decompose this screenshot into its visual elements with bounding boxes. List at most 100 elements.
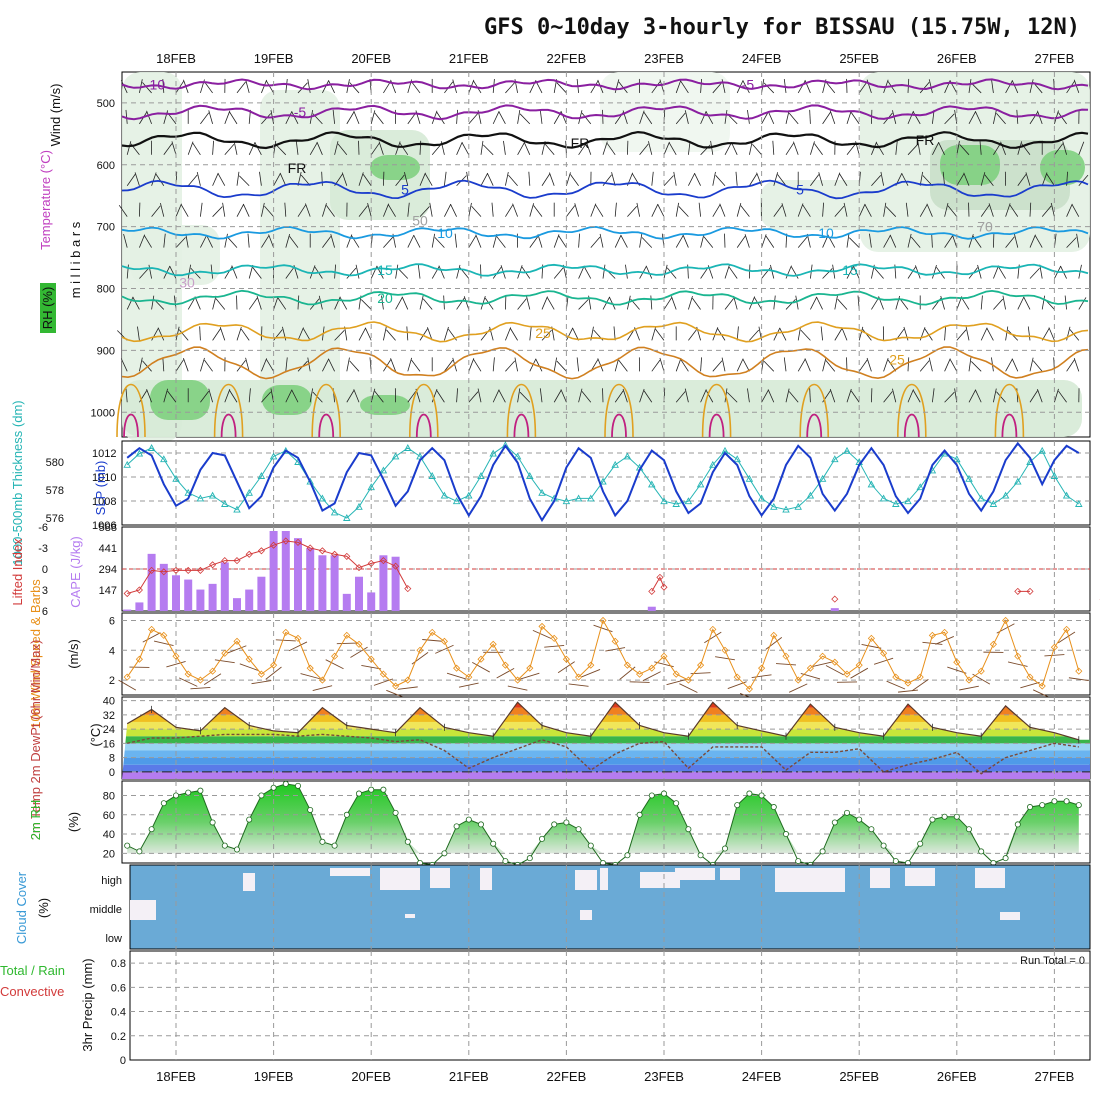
- wind-barb: [355, 264, 360, 279]
- thickness-point: [843, 446, 851, 454]
- wind-barb: [1029, 202, 1032, 217]
- wind-barb: [553, 234, 560, 248]
- wind-barb: [157, 327, 165, 341]
- cape-bar: [830, 608, 839, 611]
- wind-barb: [907, 266, 916, 279]
- thickness-slp-panel: 580 578 576 1012 1010 1008 1006 1000-500mb Thi…: [10, 400, 1091, 566]
- date-label-top: 24FEB: [742, 51, 782, 66]
- wind-barb: [578, 142, 587, 156]
- wind-barb: [505, 327, 512, 341]
- wind-speed-point: [379, 670, 387, 678]
- thickness-slp-ticks: 580 578 576 1012 1010 1008 1006: [46, 448, 117, 532]
- wind-barb: [785, 298, 796, 310]
- wind-barb: [773, 295, 776, 310]
- wind-speed-point: [709, 625, 717, 633]
- wind-barb: [187, 174, 198, 186]
- li-point: [343, 552, 351, 560]
- tick-label: 1012: [92, 448, 116, 460]
- wind-barb: [419, 328, 428, 341]
- wind-barb: [620, 235, 628, 248]
- li-line: [127, 540, 1030, 594]
- wind-barb: [322, 236, 332, 248]
- wind-barb: [926, 203, 933, 217]
- wind-speed-point: [367, 655, 375, 663]
- wind-barb: [328, 358, 335, 372]
- hot-contour-loop: [123, 413, 139, 438]
- wind-barb: [155, 173, 165, 186]
- wind-barb: [334, 330, 345, 341]
- wind-barb: [334, 141, 339, 155]
- li-point: [648, 587, 656, 595]
- wind-barb: [431, 110, 438, 125]
- li-point: [294, 538, 302, 546]
- wind-barb: [556, 82, 567, 94]
- cape-li-panel: -6 -3 0 3 6 588 441 294 147 Lifted Index CAPE (J…: [10, 522, 1100, 618]
- thickness-point: [648, 480, 656, 488]
- wind-barb: [151, 172, 157, 186]
- cloud-level-labels: high middle low: [90, 875, 122, 945]
- wind-barb: [651, 81, 661, 94]
- wind-barb: [224, 389, 231, 403]
- wind10m-barb: [1068, 677, 1089, 681]
- wind-barb: [947, 205, 958, 217]
- cape-bar: [367, 592, 376, 611]
- wind-barb: [663, 175, 674, 187]
- wind10m-barb: [203, 673, 222, 685]
- wind-barb: [822, 202, 824, 217]
- wind-barb: [1023, 296, 1031, 310]
- wind-barb: [245, 79, 250, 94]
- wind-barb: [651, 359, 661, 372]
- wind-barb: [650, 295, 653, 310]
- wind-barb: [980, 204, 990, 217]
- warm-contour-loop: [701, 384, 732, 438]
- wind-speed-point: [428, 628, 436, 636]
- wind-barb: [785, 388, 790, 403]
- wind-barb: [971, 361, 982, 372]
- wind-barb: [905, 202, 909, 217]
- wind-barb: [901, 173, 909, 186]
- wind-barb: [261, 391, 272, 403]
- rh-point: [380, 786, 387, 793]
- cloud-white-block: [1000, 912, 1020, 920]
- temp-band: [122, 736, 1090, 744]
- cloud-white-block: [130, 900, 156, 920]
- wind-barb: [206, 234, 213, 248]
- thickness-point: [477, 472, 485, 479]
- wind-barb: [163, 233, 166, 248]
- date-label-top: 23FEB: [644, 51, 684, 66]
- wind10m-barb: [886, 680, 906, 690]
- thickness-point: [379, 466, 388, 474]
- millibars-axis-label: m i l l i b a r s: [68, 221, 83, 298]
- wind-barb: [484, 297, 494, 310]
- wind-barb: [971, 82, 982, 94]
- wind-barb: [236, 204, 244, 217]
- temperature-contour: [121, 321, 1089, 343]
- wind-barb: [1071, 204, 1080, 217]
- wind-barb: [370, 143, 380, 156]
- rh-point: [783, 831, 790, 838]
- wind-barb: [505, 82, 516, 94]
- wind-barb: [273, 173, 281, 186]
- wind-barb: [553, 357, 558, 372]
- wind-speed-point: [1063, 625, 1071, 633]
- wind-barb: [742, 358, 750, 372]
- tick-label: 24: [103, 724, 115, 736]
- wind-speed-point: [453, 664, 461, 672]
- rh-point: [331, 842, 338, 849]
- tick-label: 588: [99, 522, 117, 534]
- rh-shade-region: [760, 180, 880, 230]
- wind-barb: [419, 206, 430, 217]
- wind-barb: [118, 204, 128, 217]
- wind10m-barb: [312, 685, 333, 691]
- tick-label: 40: [103, 696, 115, 708]
- wind-barb: [907, 233, 912, 248]
- wind-barb: [125, 388, 128, 403]
- wind-barb: [1050, 202, 1055, 217]
- wind10m-barb: [959, 685, 979, 691]
- warm-contour-loop: [994, 384, 1025, 438]
- wind-barb: [142, 82, 152, 94]
- wind10m-barb: [496, 667, 515, 679]
- wind10m-barb: [898, 689, 918, 693]
- wind-barb: [434, 237, 445, 248]
- wind-barb: [779, 327, 787, 341]
